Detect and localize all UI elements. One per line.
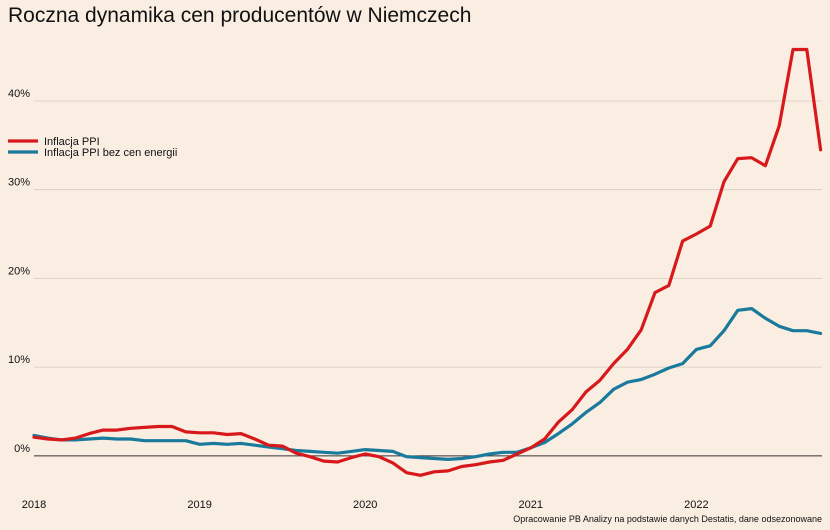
y-tick-label: 30% [8,177,30,189]
y-tick-label: 20% [8,265,30,277]
series-line [32,307,823,461]
y-tick-label: 40% [8,88,30,100]
x-tick-label: 2020 [353,499,377,511]
source-note: Opracowanie PB Analizy na podstawie dany… [513,514,822,524]
series-lines [32,47,823,477]
y-axis-ticks: 0% 10% 20% 30% 40% [8,88,30,455]
y-tick-label: 0% [14,443,30,455]
x-axis-ticks: 2018 2019 2020 2021 2022 [22,499,709,511]
series-line [32,47,823,477]
chart-title: Roczna dynamika cen producentów w Niemcz… [8,4,472,27]
gridlines [34,100,822,457]
x-tick-label: 2021 [519,499,543,511]
legend-label: Inflacja PPI bez cen energii [44,147,177,159]
y-tick-label: 10% [8,354,30,366]
legend-label: Inflacja PPI [44,136,100,148]
x-tick-label: 2022 [684,499,708,511]
x-tick-label: 2019 [187,499,211,511]
x-tick-label: 2018 [22,499,46,511]
